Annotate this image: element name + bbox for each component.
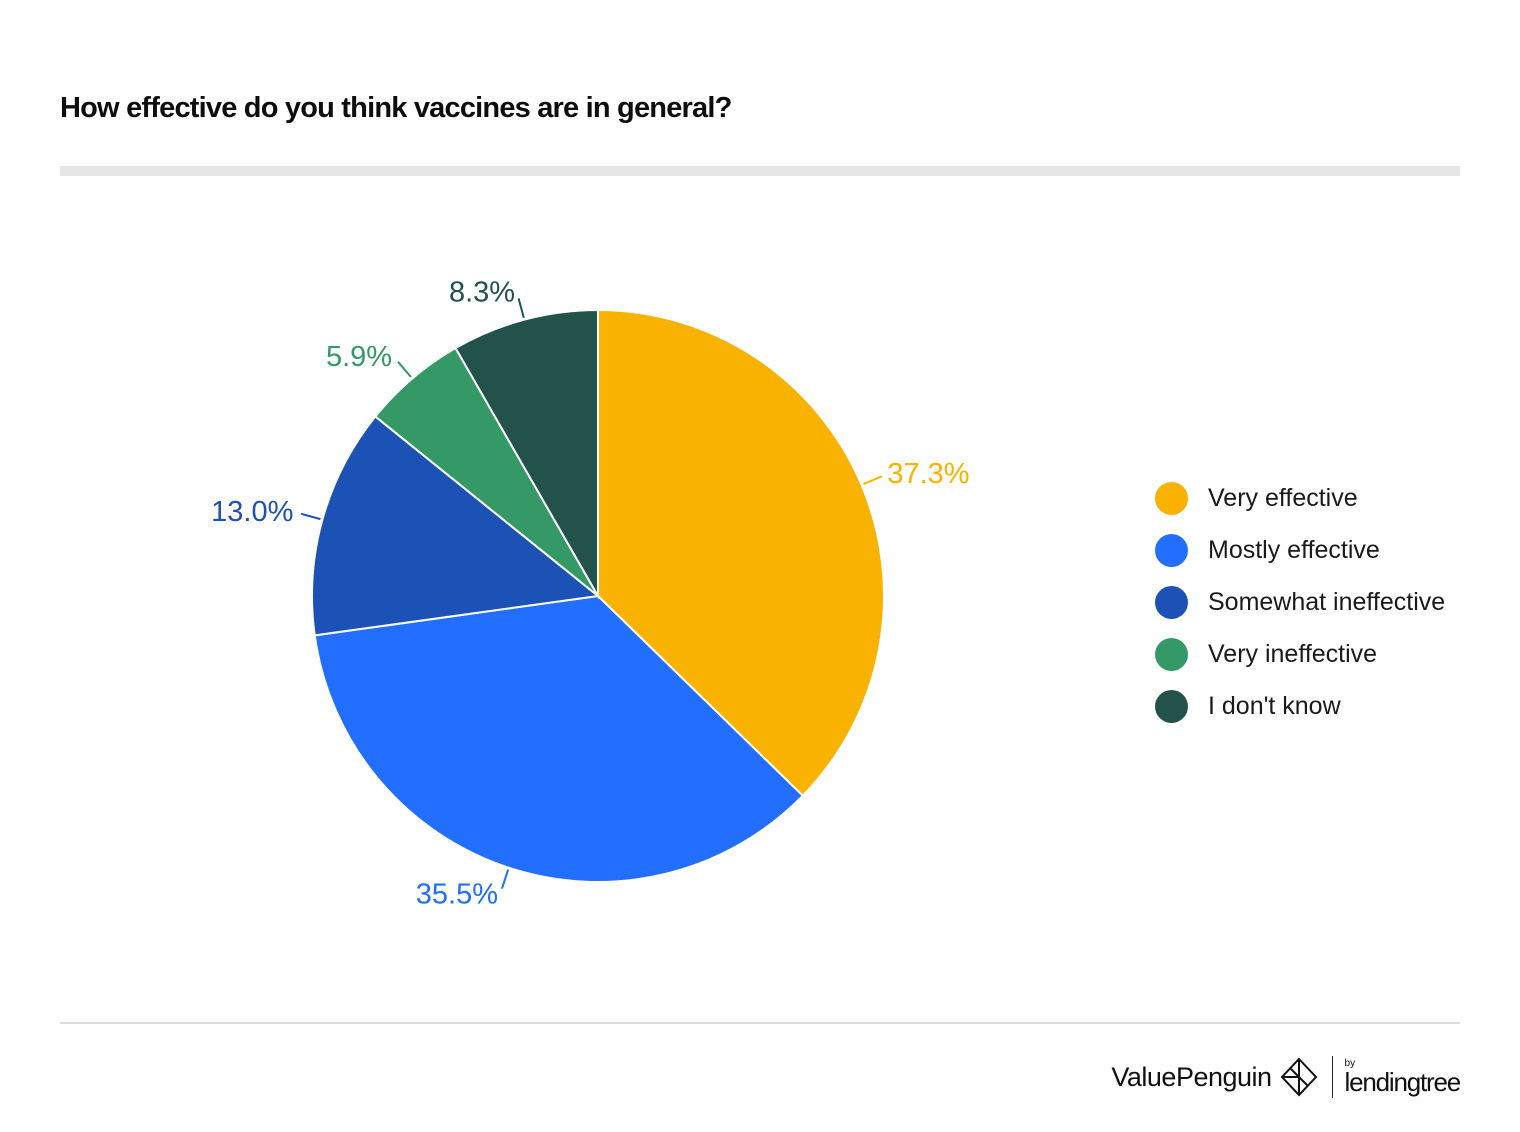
legend: Very effective Mostly effective Somewhat… — [1155, 472, 1445, 732]
chart-title: How effective do you think vaccines are … — [60, 92, 732, 124]
lendingtree-logo: by lendingtree — [1344, 1058, 1462, 1097]
legend-swatch — [1155, 637, 1188, 671]
pie-slice — [454, 308, 599, 600]
label-leader-line — [397, 361, 412, 378]
legend-item-very-ineffective: Very ineffective — [1155, 628, 1445, 680]
legend-item-very-effective: Very effective — [1155, 472, 1445, 524]
legend-item-mostly-effective: Mostly effective — [1155, 524, 1445, 576]
data-label: 35.5% — [416, 878, 498, 910]
pie-slice — [597, 308, 885, 798]
legend-swatch — [1155, 585, 1188, 619]
by-text: by — [1344, 1058, 1356, 1069]
legend-label: Somewhat ineffective — [1208, 587, 1446, 616]
label-leader-line — [517, 298, 525, 318]
pie-slice — [311, 415, 601, 637]
label-leader-line — [300, 512, 321, 521]
data-label: 8.3% — [449, 277, 515, 309]
title-divider — [60, 166, 1460, 176]
data-label: 13.0% — [211, 496, 293, 528]
legend-item-somewhat-ineffective: Somewhat ineffective — [1155, 576, 1445, 628]
legend-label: I don't know — [1208, 691, 1341, 720]
valuepenguin-wordmark: ValuePenguin — [1111, 1061, 1272, 1092]
lendingtree-wordmark: lendingtree — [1344, 1067, 1462, 1097]
data-label: 5.9% — [326, 341, 392, 373]
legend-item-dont-know: I don't know — [1155, 680, 1445, 732]
footer-divider — [60, 1022, 1460, 1024]
label-leader-line — [500, 869, 510, 889]
valuepenguin-logo-icon — [1280, 1057, 1317, 1097]
legend-label: Mostly effective — [1208, 535, 1380, 564]
legend-label: Very effective — [1208, 483, 1358, 512]
legend-swatch — [1155, 533, 1188, 567]
data-label: 37.3% — [887, 458, 969, 490]
pie-slice — [313, 594, 805, 883]
legend-swatch — [1155, 689, 1188, 723]
footer-branding: ValuePenguin by lendingtree — [1111, 1052, 1462, 1102]
label-leader-line — [862, 475, 883, 486]
legend-label: Very ineffective — [1208, 639, 1378, 668]
brand-separator — [1331, 1056, 1333, 1098]
legend-swatch — [1155, 481, 1188, 515]
